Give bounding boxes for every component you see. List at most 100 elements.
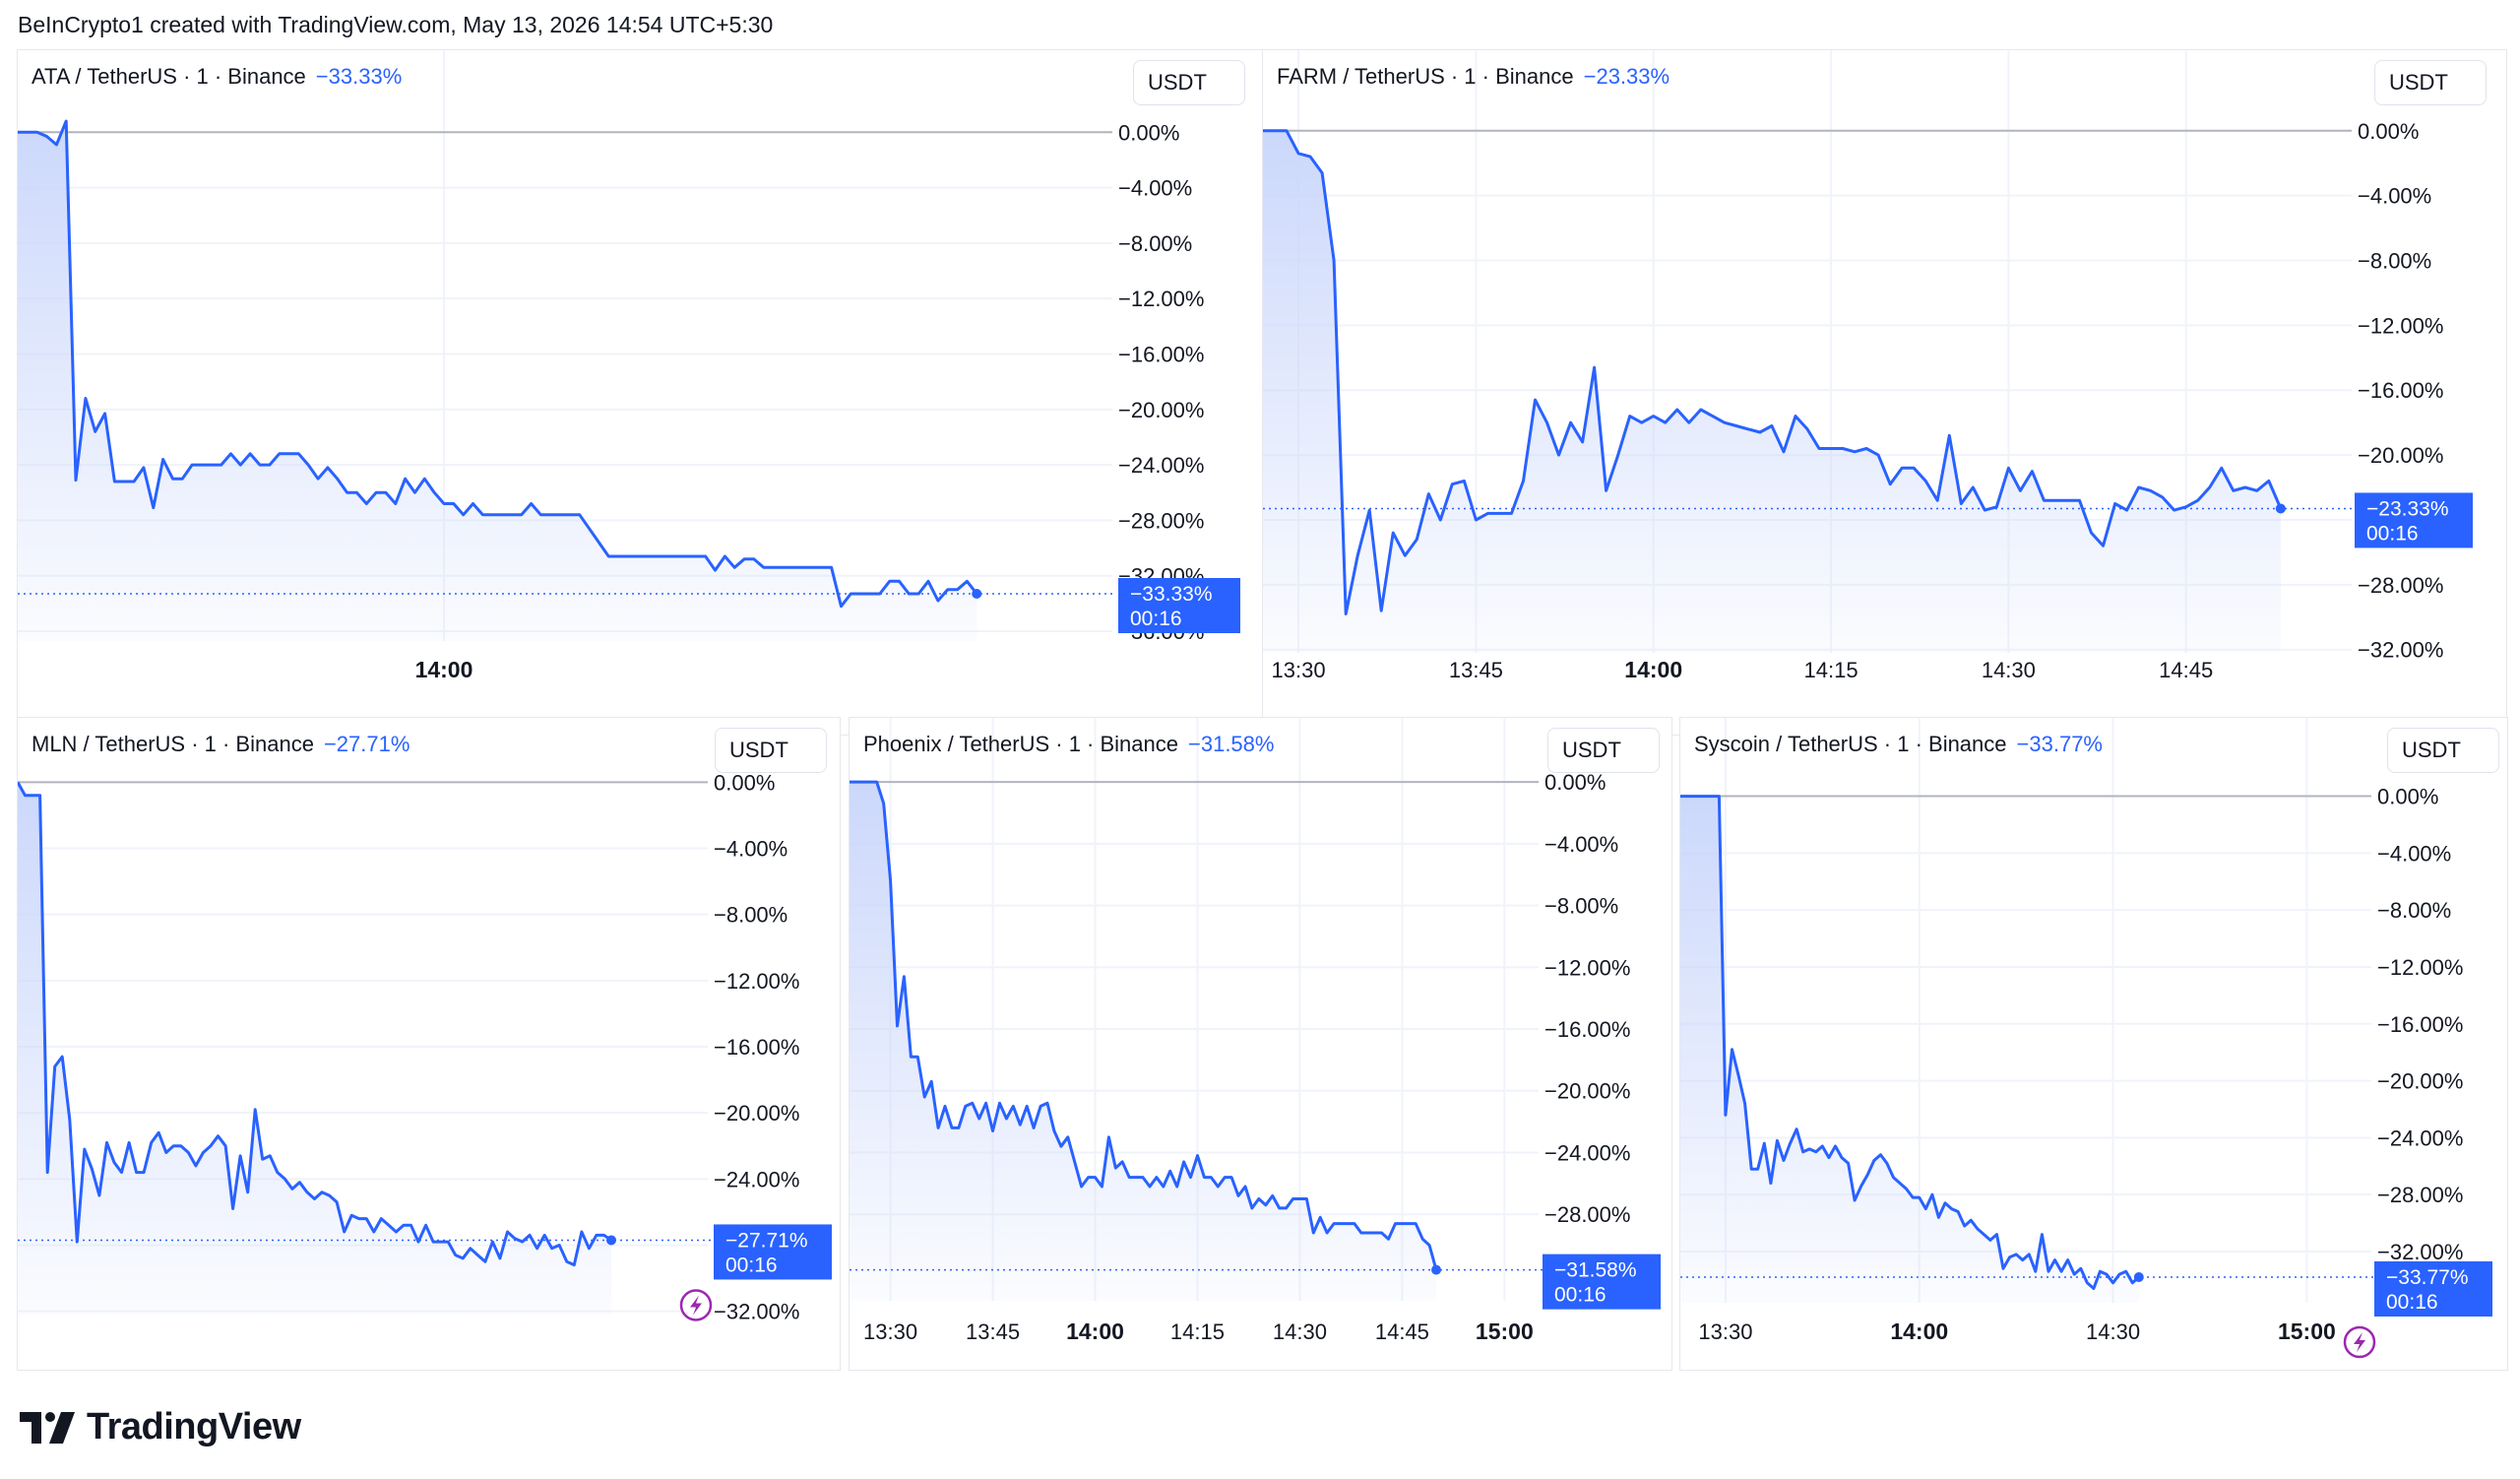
- x-tick-label: 14:45: [2159, 658, 2213, 682]
- y-tick-label: −12.00%: [1544, 955, 1630, 980]
- last-price-label: [2374, 1260, 2492, 1317]
- last-point: [2275, 503, 2286, 514]
- currency-button[interactable]: USDT: [1133, 60, 1245, 105]
- countdown-timer: 00:16: [1130, 608, 1182, 630]
- last-point: [2133, 1271, 2144, 1282]
- y-tick-label: −4.00%: [1118, 176, 1192, 201]
- tradingview-logo[interactable]: TradingView: [20, 1406, 301, 1448]
- countdown-timer: 00:16: [725, 1254, 778, 1276]
- last-price-value: −33.77%: [2386, 1266, 2469, 1289]
- change-percent: −33.77%: [2016, 732, 2103, 756]
- y-tick-label: 0.00%: [1544, 770, 1606, 795]
- y-tick-label: −28.00%: [1544, 1202, 1630, 1227]
- symbol-title[interactable]: Phoenix / TetherUS · 1 · Binance −31.58%: [863, 732, 1274, 757]
- lightning-icon[interactable]: [2343, 1325, 2376, 1359]
- series-area: [850, 782, 1436, 1301]
- series-line: [18, 119, 978, 609]
- x-tick-label: 14:30: [2086, 1319, 2140, 1344]
- lightning-icon[interactable]: [679, 1289, 713, 1321]
- currency-button[interactable]: USDT: [1547, 728, 1660, 773]
- chart-canvas[interactable]: 0.00% −4.00% −8.00% −12.00% −16.00% −20.00% −2…: [850, 718, 1671, 1370]
- x-tick-label: 15:00: [2278, 1318, 2336, 1344]
- countdown-timer: 00:16: [1554, 1284, 1606, 1307]
- last-point: [606, 1235, 617, 1246]
- x-tick-label: 14:00: [1624, 657, 1682, 682]
- x-tick-label: 14:00: [415, 657, 473, 682]
- creator-credit: BeInCrypto1 created with TradingView.com…: [18, 12, 774, 37]
- y-tick-label: −16.00%: [2358, 378, 2443, 403]
- last-price-value: −33.33%: [1130, 583, 1213, 606]
- chart-canvas[interactable]: 0.00% −4.00% −8.00% −12.00% −16.00% −20.00% −2…: [18, 718, 840, 1370]
- y-tick-label: −28.00%: [1118, 508, 1204, 533]
- series-area: [1680, 796, 2139, 1303]
- y-tick-label: −32.00%: [2377, 1240, 2463, 1264]
- last-point: [1431, 1264, 1442, 1275]
- last-price-label: [1118, 577, 1240, 633]
- y-tick-label: −28.00%: [2377, 1183, 2463, 1207]
- y-tick-label: −20.00%: [1544, 1079, 1630, 1104]
- y-tick-label: −20.00%: [1118, 398, 1204, 422]
- last-price-value: −27.71%: [725, 1229, 808, 1252]
- countdown-timer: 00:16: [2386, 1291, 2438, 1314]
- chart-canvas[interactable]: 0.00% −4.00% −8.00% −12.00% −16.00% −20.00% −2…: [1263, 50, 2506, 735]
- x-tick-label: 14:15: [1170, 1319, 1225, 1344]
- y-tick-label: −8.00%: [1118, 231, 1192, 256]
- y-tick-label: −16.00%: [714, 1035, 799, 1060]
- x-tick-label: 13:30: [863, 1319, 917, 1344]
- y-tick-label: −24.00%: [1544, 1140, 1630, 1165]
- currency-button[interactable]: USDT: [2387, 728, 2499, 773]
- y-tick-label: −4.00%: [2358, 184, 2431, 209]
- x-tick-label: 14:30: [1273, 1319, 1327, 1344]
- series-area: [1263, 130, 2281, 654]
- currency-button[interactable]: USDT: [2374, 60, 2487, 105]
- y-tick-label: −4.00%: [1544, 832, 1618, 857]
- chart-pane-farm[interactable]: 0.00% −4.00% −8.00% −12.00% −16.00% −20.00% −2…: [1262, 49, 2507, 736]
- x-tick-label: 14:00: [1890, 1318, 1948, 1344]
- y-tick-label: −28.00%: [2358, 573, 2443, 598]
- change-percent: −33.33%: [315, 64, 403, 89]
- series-line: [850, 780, 1438, 1270]
- chart-pane-ata[interactable]: 0.00% −4.00% −8.00% −12.00% −16.00% −20.00% −2…: [17, 49, 1266, 736]
- chart-pane-syscoin[interactable]: 0.00% −4.00% −8.00% −12.00% −16.00% −20.00% −2…: [1679, 717, 2508, 1371]
- y-tick-label: −4.00%: [714, 837, 788, 862]
- y-tick-label: 0.00%: [2358, 119, 2419, 144]
- series-area: [18, 782, 611, 1315]
- change-percent: −27.71%: [323, 732, 410, 756]
- last-point: [972, 588, 982, 599]
- symbol-title[interactable]: MLN / TetherUS · 1 · Binance −27.71%: [32, 732, 410, 757]
- chart-pane-phoenix[interactable]: 0.00% −4.00% −8.00% −12.00% −16.00% −20.00% −2…: [849, 717, 1672, 1371]
- x-tick-label: 14:15: [1804, 658, 1858, 682]
- symbol-name: ATA / TetherUS · 1 · Binance: [32, 64, 306, 89]
- y-tick-label: −8.00%: [2358, 248, 2431, 273]
- y-tick-label: −16.00%: [1544, 1017, 1630, 1042]
- symbol-title[interactable]: Syscoin / TetherUS · 1 · Binance −33.77%: [1694, 732, 2103, 757]
- countdown-timer: 00:16: [2366, 522, 2419, 545]
- chart-canvas[interactable]: 0.00% −4.00% −8.00% −12.00% −16.00% −20.00% −2…: [1680, 718, 2507, 1370]
- currency-button[interactable]: USDT: [715, 728, 827, 773]
- chart-pane-mln[interactable]: 0.00% −4.00% −8.00% −12.00% −16.00% −20.00% −2…: [17, 717, 841, 1371]
- series-area: [18, 121, 977, 641]
- y-tick-label: −24.00%: [714, 1167, 799, 1191]
- last-price-value: −23.33%: [2366, 497, 2449, 520]
- y-tick-label: −12.00%: [2358, 313, 2443, 338]
- symbol-title[interactable]: ATA / TetherUS · 1 · Binance −33.33%: [32, 64, 402, 90]
- chart-canvas[interactable]: 0.00% −4.00% −8.00% −12.00% −16.00% −20.00% −2…: [18, 50, 1265, 735]
- change-percent: −31.58%: [1188, 732, 1275, 756]
- y-tick-label: −8.00%: [1544, 894, 1618, 919]
- y-tick-label: −16.00%: [2377, 1012, 2463, 1037]
- y-tick-label: −32.00%: [2358, 638, 2443, 663]
- x-tick-label: 13:45: [1449, 658, 1503, 682]
- symbol-name: MLN / TetherUS · 1 · Binance: [32, 732, 314, 756]
- series-line: [1263, 129, 2283, 615]
- x-tick-label: 14:45: [1375, 1319, 1429, 1344]
- y-tick-label: 0.00%: [1118, 120, 1179, 145]
- y-tick-label: −16.00%: [1118, 342, 1204, 366]
- y-tick-label: −24.00%: [2377, 1125, 2463, 1150]
- symbol-title[interactable]: FARM / TetherUS · 1 · Binance −23.33%: [1277, 64, 1670, 90]
- symbol-name: Syscoin / TetherUS · 1 · Binance: [1694, 732, 2007, 756]
- symbol-name: Phoenix / TetherUS · 1 · Binance: [863, 732, 1178, 756]
- y-tick-label: −24.00%: [1118, 453, 1204, 478]
- last-price-value: −31.58%: [1554, 1259, 1637, 1282]
- brand-name: TradingView: [87, 1406, 301, 1447]
- tradingview-logo-icon: [20, 1411, 75, 1444]
